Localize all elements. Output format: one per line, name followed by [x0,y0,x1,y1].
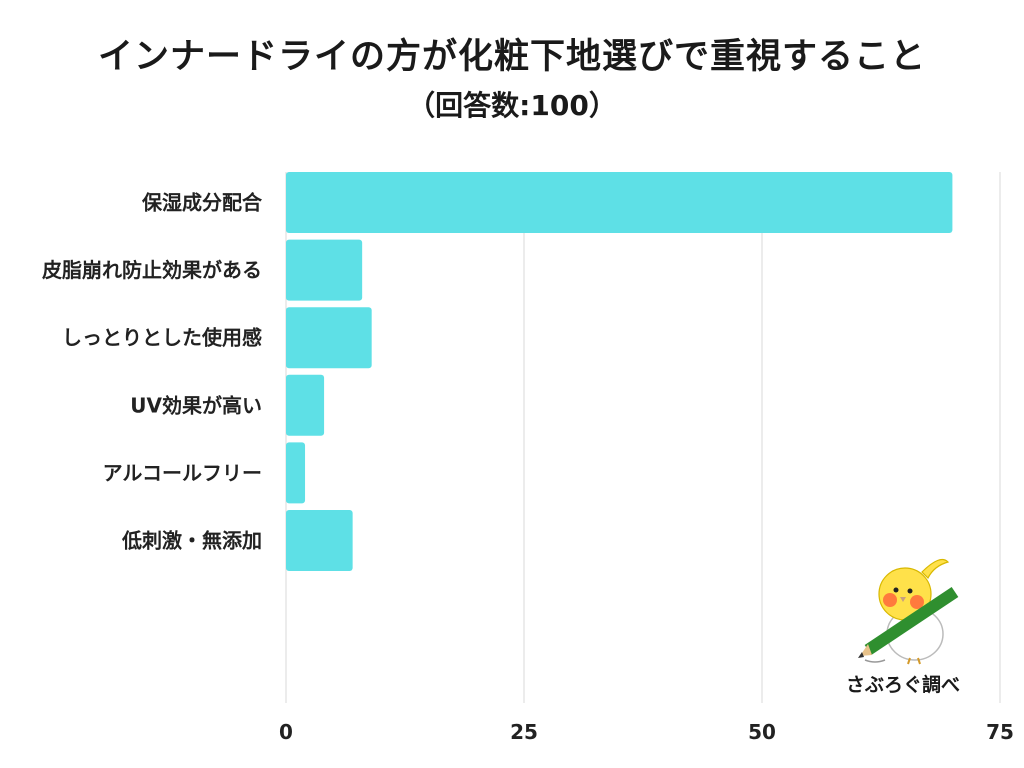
bird-mascot-icon [858,559,959,665]
x-tick-label: 75 [986,720,1014,744]
category-label: UV効果が高い [130,393,262,417]
bar [286,442,306,504]
source-credit: さぶろぐ調べ [846,674,961,696]
x-tick-label: 0 [279,720,293,744]
x-tick-label: 25 [510,720,538,744]
x-tick-label: 50 [748,720,776,744]
bar [286,307,372,369]
category-label: 皮脂崩れ防止効果がある [42,258,262,282]
category-label: アルコールフリー [103,461,262,485]
bar [286,172,953,233]
chart-title: インナードライの方が化粧下地選びで重視すること [97,37,926,77]
bar [286,374,325,436]
bar [286,239,363,301]
category-label: しっとりとした使用感 [62,326,262,350]
chart-subtitle: （回答数:100） [407,89,617,122]
category-label: 保湿成分配合 [141,191,263,215]
bar [286,510,353,571]
category-label: 低刺激・無添加 [121,529,262,553]
